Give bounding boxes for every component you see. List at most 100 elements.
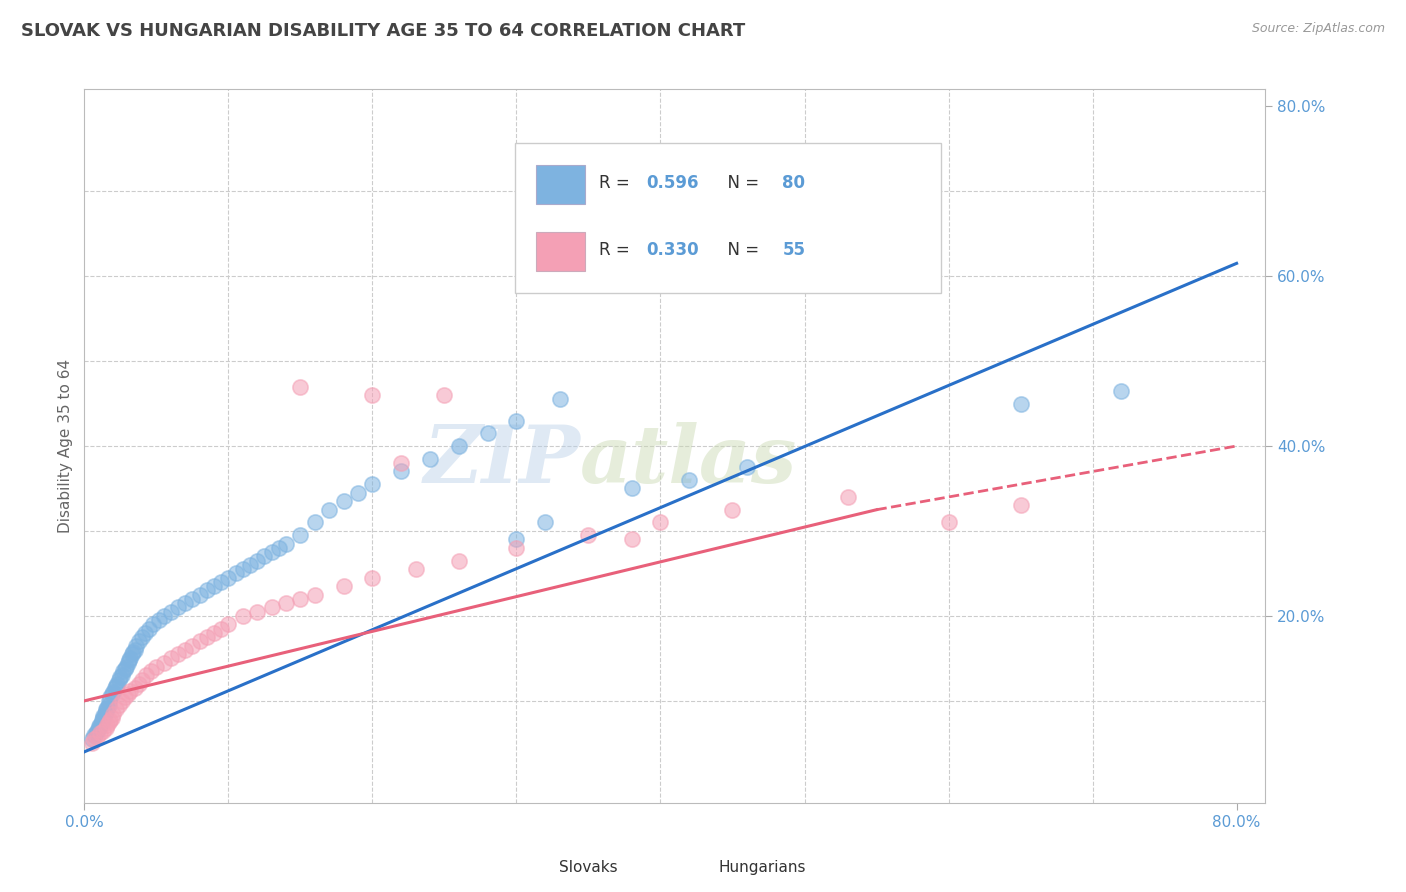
Point — [120, 651, 142, 665]
Point — [239, 558, 262, 572]
Point — [98, 690, 121, 704]
Point — [290, 528, 312, 542]
Point — [97, 715, 120, 730]
Point — [83, 728, 105, 742]
Point — [117, 656, 139, 670]
Point — [89, 717, 111, 731]
Point — [735, 460, 758, 475]
Point — [112, 664, 135, 678]
Point — [721, 502, 744, 516]
Point — [188, 634, 211, 648]
Point — [118, 653, 141, 667]
Point — [121, 647, 143, 661]
Point — [678, 473, 700, 487]
Point — [86, 730, 108, 744]
Point — [131, 673, 153, 687]
Point — [94, 704, 117, 718]
Point — [86, 723, 108, 738]
Point — [97, 694, 120, 708]
Point — [114, 690, 136, 704]
Point — [837, 490, 859, 504]
Point — [361, 571, 384, 585]
Point — [142, 617, 165, 632]
Point — [419, 451, 441, 466]
Point — [174, 643, 197, 657]
Point — [120, 683, 142, 698]
Point — [908, 252, 931, 266]
Point — [447, 554, 470, 568]
Point — [148, 613, 170, 627]
Point — [134, 626, 156, 640]
Text: 0.596: 0.596 — [647, 174, 699, 192]
Point — [114, 662, 136, 676]
Point — [650, 516, 672, 530]
Point — [97, 698, 120, 712]
Point — [93, 706, 115, 721]
Text: 80: 80 — [782, 174, 806, 192]
Point — [124, 681, 146, 695]
Point — [105, 679, 128, 693]
Point — [91, 723, 114, 738]
Point — [389, 465, 412, 479]
Text: N =: N = — [717, 241, 765, 259]
Text: Source: ZipAtlas.com: Source: ZipAtlas.com — [1251, 22, 1385, 36]
Point — [361, 388, 384, 402]
FancyBboxPatch shape — [536, 165, 585, 204]
Point — [94, 721, 117, 735]
Point — [620, 482, 643, 496]
Point — [347, 485, 370, 500]
Point — [152, 608, 174, 623]
Point — [96, 717, 118, 731]
Point — [318, 502, 340, 516]
Point — [90, 713, 112, 727]
Point — [290, 379, 312, 393]
Point — [202, 579, 225, 593]
Text: Hungarians: Hungarians — [718, 860, 806, 874]
Point — [548, 392, 571, 407]
Point — [80, 736, 103, 750]
Point — [304, 516, 326, 530]
Point — [108, 698, 131, 712]
Point — [332, 579, 354, 593]
Text: N =: N = — [717, 174, 765, 192]
Text: R =: R = — [599, 241, 636, 259]
Point — [94, 702, 117, 716]
Text: Slovaks: Slovaks — [560, 860, 617, 874]
Point — [124, 643, 146, 657]
FancyBboxPatch shape — [516, 143, 941, 293]
Point — [84, 726, 107, 740]
Point — [131, 630, 153, 644]
Point — [195, 583, 218, 598]
Point — [101, 706, 124, 721]
Point — [159, 651, 181, 665]
Point — [274, 537, 297, 551]
Point — [195, 630, 218, 644]
Point — [138, 622, 160, 636]
Point — [505, 533, 527, 547]
Point — [389, 456, 412, 470]
Point — [100, 687, 122, 701]
Point — [125, 639, 148, 653]
Point — [105, 702, 128, 716]
Point — [225, 566, 247, 581]
Text: 0.330: 0.330 — [647, 241, 699, 259]
Point — [89, 726, 111, 740]
Point — [505, 541, 527, 555]
Point — [1010, 499, 1032, 513]
Point — [80, 732, 103, 747]
Point — [232, 562, 254, 576]
Point — [107, 677, 129, 691]
Point — [1111, 384, 1133, 398]
Point — [253, 549, 276, 564]
Point — [232, 608, 254, 623]
Point — [108, 673, 131, 687]
Point — [167, 647, 190, 661]
Point — [117, 687, 139, 701]
Point — [1010, 396, 1032, 410]
Point — [101, 685, 124, 699]
Point — [188, 588, 211, 602]
Point — [115, 660, 138, 674]
FancyBboxPatch shape — [664, 855, 710, 883]
Point — [128, 677, 150, 691]
FancyBboxPatch shape — [536, 232, 585, 271]
